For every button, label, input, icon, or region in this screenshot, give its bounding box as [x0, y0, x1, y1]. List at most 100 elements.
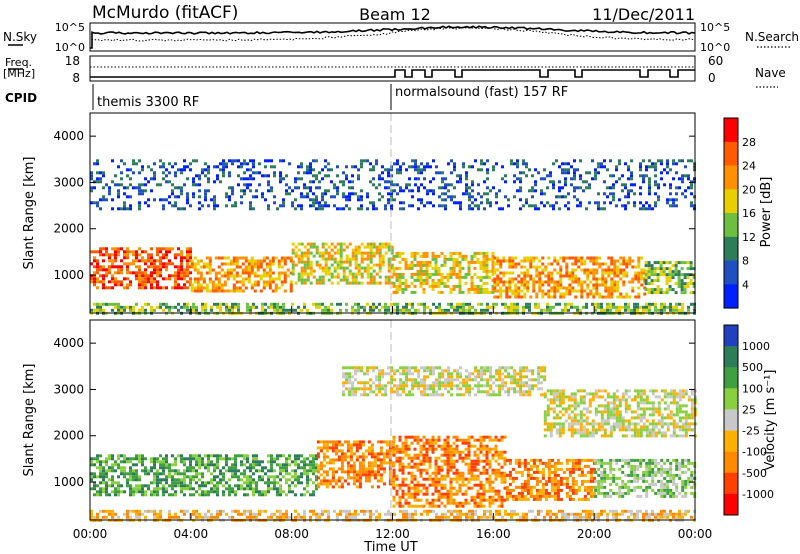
heatmap-cell: [360, 281, 364, 285]
heatmap-cell: [625, 274, 629, 278]
heatmap-cell: [648, 204, 651, 208]
heatmap-cell: [553, 256, 557, 260]
heatmap-cell: [580, 256, 584, 260]
heatmap-cell: [312, 159, 315, 163]
heatmap-cell: [586, 274, 590, 278]
heatmap-cell: [669, 186, 672, 190]
heatmap-cell: [689, 279, 693, 283]
heatmap-cell: [437, 504, 441, 508]
heatmap-cell: [193, 268, 197, 272]
heatmap-cell: [379, 479, 383, 483]
heatmap-cell: [325, 446, 329, 450]
heatmap-cell: [565, 256, 569, 260]
heatmap-cell: [624, 204, 627, 208]
heatmap-cell: [410, 486, 414, 490]
heatmap-cell: [99, 466, 102, 470]
heatmap-cell: [642, 305, 645, 309]
heatmap-cell: [309, 463, 312, 467]
heatmap-cell: [417, 186, 420, 190]
heatmap-cell: [500, 438, 504, 442]
heatmap-cell: [583, 262, 587, 266]
heatmap-cell: [378, 308, 381, 312]
heatmap-cell: [576, 308, 579, 312]
heatmap-cell: [322, 476, 326, 480]
heatmap-cell: [235, 256, 239, 260]
heatmap-cell: [315, 475, 318, 479]
heatmap-cell: [252, 165, 255, 169]
heatmap-cell: [93, 308, 96, 312]
heatmap-cell: [366, 275, 370, 279]
heatmap-cell: [567, 302, 570, 306]
heatmap-cell: [522, 308, 525, 312]
heatmap-cell: [253, 274, 257, 278]
heatmap-cell: [416, 462, 420, 466]
heatmap-cell: [357, 263, 361, 267]
heatmap-cell: [692, 282, 696, 286]
heatmap-cell: [601, 280, 605, 284]
heatmap-cell: [423, 177, 426, 181]
heatmap-cell: [669, 198, 672, 202]
heatmap-cell: [505, 473, 509, 477]
heatmap-cell: [544, 488, 548, 492]
heatmap-cell: [111, 253, 114, 257]
heatmap-cell: [144, 469, 147, 473]
heatmap-cell: [96, 177, 99, 181]
heatmap-cell: [246, 487, 249, 491]
heatmap-cell: [455, 459, 459, 463]
heatmap-cell: [425, 447, 429, 451]
heatmap-cell: [214, 286, 218, 290]
heatmap-cell: [610, 268, 614, 272]
heatmap-cell: [318, 281, 322, 285]
heatmap-cell: [135, 253, 138, 257]
heatmap-cell: [276, 454, 279, 458]
heatmap-cell: [123, 490, 126, 494]
heatmap-cell: [549, 204, 552, 208]
heatmap-cell: [516, 308, 519, 312]
heatmap-cell: [99, 302, 102, 306]
heatmap-cell: [585, 305, 588, 309]
heatmap-cell: [589, 473, 593, 477]
heatmap-cell: [459, 174, 462, 178]
heatmap-cell: [642, 204, 645, 208]
heatmap-cell: [437, 465, 441, 469]
heatmap-cell: [382, 452, 386, 456]
heatmap-cell: [141, 183, 144, 187]
y-tick-label: 1000: [53, 268, 84, 282]
heatmap-cell: [375, 162, 378, 166]
heatmap-cell: [523, 286, 527, 290]
heatmap-cell: [571, 461, 575, 465]
heatmap-cell: [246, 162, 249, 166]
heatmap-cell: [511, 289, 515, 293]
heatmap-cell: [376, 452, 380, 456]
heatmap-cell: [376, 473, 380, 477]
heatmap-cell: [600, 305, 603, 309]
heatmap-cell: [280, 283, 284, 287]
heatmap-cell: [369, 305, 372, 309]
heatmap-cell: [550, 277, 554, 281]
heatmap-cell: [150, 274, 153, 278]
heatmap-cell: [318, 275, 322, 279]
heatmap-cell: [318, 201, 321, 205]
heatmap-cell: [111, 469, 114, 473]
heatmap-cell: [177, 268, 180, 272]
heatmap-cell: [689, 264, 693, 268]
heatmap-cell: [309, 260, 313, 264]
heatmap-cell: [662, 261, 666, 265]
colorbar-tick-label: 28: [742, 136, 756, 149]
heatmap-cell: [480, 201, 483, 205]
heatmap-cell: [503, 477, 507, 481]
heatmap-cell: [453, 195, 456, 199]
heatmap-cell: [325, 443, 329, 447]
heatmap-cell: [237, 478, 240, 482]
heatmap-cell: [333, 266, 337, 270]
heatmap-cell: [604, 283, 608, 287]
heatmap-cell: [198, 460, 201, 464]
heatmap-cell: [535, 476, 539, 480]
heatmap-cell: [306, 260, 310, 264]
heatmap-cell: [231, 305, 234, 309]
heatmap-cell: [228, 186, 231, 190]
heatmap-cell: [282, 305, 285, 309]
beam-label: Beam 12: [359, 5, 431, 24]
heatmap-cell: [288, 490, 291, 494]
